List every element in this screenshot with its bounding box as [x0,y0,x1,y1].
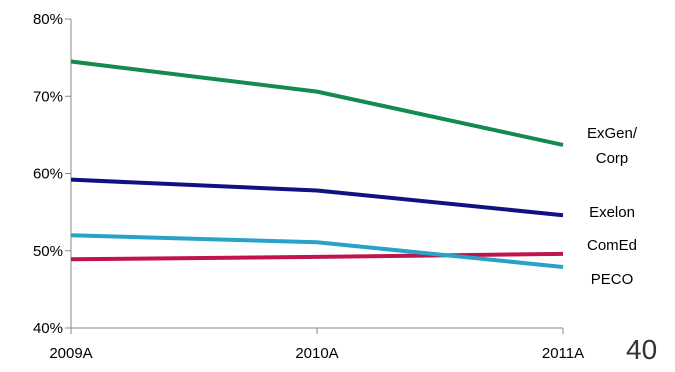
x-tick-label: 2009A [49,345,92,362]
x-tick-label: 2011A [542,345,584,362]
series-line-exelon [70,177,564,218]
x-tick-label: 2010A [295,345,338,362]
y-tick-label: 50% [33,243,63,260]
series-line-peco [70,233,564,269]
y-tick-label: 70% [33,88,63,105]
series-line-comed [70,251,564,262]
series-label-exgen: ExGen/ [587,125,638,142]
page-number: 40 [626,334,658,365]
series-label-comed: ComEd [587,237,637,254]
series-lines [70,59,564,269]
y-tick-label: 40% [33,320,63,337]
series-labels: ExGen/Corp Exelon ComEd PECO [587,125,638,288]
series-label-exgen: Corp [596,150,629,167]
series-label-peco: PECO [591,271,634,288]
y-tick-label: 80% [33,11,63,28]
y-axis: 40% 50% 60% 70% 80% [33,11,72,337]
y-tick-label: 60% [33,166,63,183]
series-label-exelon: Exelon [589,204,635,221]
series-line-exgen [70,59,564,147]
x-axis: 2009A 2010A 2011A [49,327,584,362]
